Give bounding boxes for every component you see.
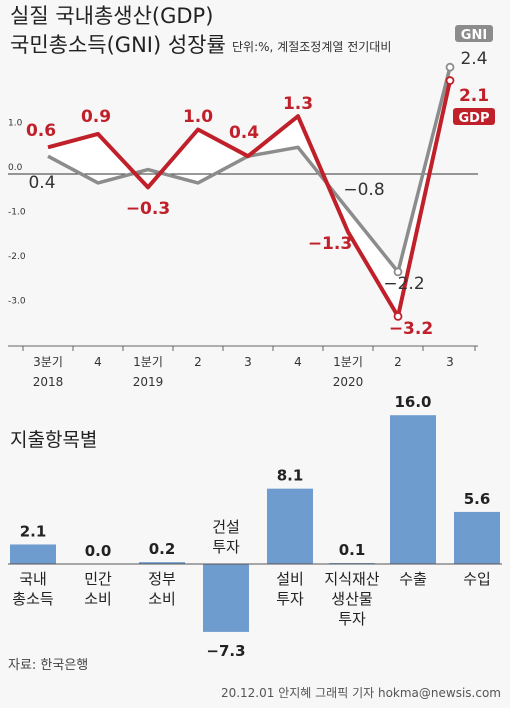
bar-category-label: 소비 [148,590,176,608]
bar [390,415,436,564]
y-tick-label: -1.0 [8,208,26,218]
bar-value-label: 16.0 [394,393,431,411]
bar-category-label: 설비 [276,570,304,588]
gdp-value-label: 1.3 [283,94,313,114]
gni-value-label: 0.4 [28,173,55,193]
bar-chart: 2.1국내총소득0.0민간소비0.2정부소비−7.3건설투자8.1설비투자0.1… [8,393,502,660]
bar [139,562,185,564]
bar-category-label: 정부 [148,570,176,588]
gni-point [445,62,455,72]
x-tick-label: 1분기 [333,355,363,369]
gdp-value-label: −1.3 [308,234,352,254]
x-tick-label: 3분기 [33,355,63,369]
gni-value-label: 2.4 [460,49,487,69]
gni-tag [455,25,493,42]
gdp-line [47,80,452,319]
gdp-value-label: −0.3 [126,199,170,219]
x-tick-label: 4 [94,355,102,369]
bar-category-label: 생산물 [331,590,372,608]
unit-note: 단위:%, 계절조정계열 전기대비 [232,40,391,54]
bar-value-label: −7.3 [206,642,245,660]
bar-category-label: 국내 [19,570,47,588]
bar [267,488,313,564]
year-label: 2018 [33,375,64,389]
gdp-value-label: 2.1 [459,86,489,106]
bar-category-label: 총소득 [12,590,54,608]
gdp-value-label: 0.6 [26,121,56,141]
x-tick-label: 3 [244,355,252,369]
bar-value-label: 5.6 [464,490,491,508]
bar-value-label: 0.2 [149,540,176,558]
bar-section-title: 지출항목별 [10,429,97,451]
bar [10,544,56,564]
line-chart: 1.0 0.0 -1.0 -2.0 -3.0 3분기 4 1분기 2 3 4 1분기 2 3 2018 201… [8,25,495,389]
bar-category-label: 수출 [399,570,427,588]
y-tick-label: 0.0 [8,163,23,173]
title-line1: 실질 국내총생산(GDP) [10,4,213,28]
title-line2: 국민총소득(GNI) 성장률 [10,33,226,57]
gdp-value-label: 1.0 [183,107,213,127]
x-tick-label: 2 [394,355,402,369]
bar-category-label: 수입 [463,570,491,588]
x-tick-label: 1분기 [133,355,163,369]
y-tick-label: 1.0 [8,119,23,129]
bar-category-label: 투자 [212,538,240,556]
bar-category-label: 건설 [212,518,240,536]
credit-note: 20.12.01 안지혜 그래픽 기자 hokma@newsis.com [221,686,501,700]
bar-category-label: 민간 [84,570,112,588]
x-tick-label: 2 [194,355,202,369]
source-note: 자료: 한국은행 [8,657,88,673]
gdp-value-label: 0.4 [229,123,259,143]
gni-value-label: −0.8 [343,180,384,200]
bar-category-label: 투자 [338,610,366,628]
bar [454,511,500,564]
bar-value-label: 8.1 [277,467,304,485]
bar-value-label: 0.1 [339,541,366,559]
year-label: 2020 [333,375,364,389]
gdp-point [393,311,403,321]
y-tick-label: -3.0 [8,297,26,307]
gdp-tag-label: GDP [459,111,490,126]
bar-category-label: 투자 [276,590,304,608]
bar-category-label: 소비 [84,590,112,608]
y-tick-label: -2.0 [8,252,26,262]
gni-tag-label: GNI [461,28,487,43]
bar-value-label: 0.0 [85,542,112,560]
year-label: 2019 [133,375,164,389]
gdp-value-label: 0.9 [81,107,111,127]
x-tick-label: 3 [446,355,454,369]
gdp-value-label: −3.2 [389,319,433,339]
bar-value-label: 2.1 [20,522,47,540]
bar-category-label: 지식재산 [324,570,379,588]
x-tick-label: 4 [294,355,302,369]
gni-value-label: −2.2 [383,274,424,294]
bar [203,564,249,632]
gdp-point [445,76,455,85]
gni-point [393,267,403,277]
gdp-tag [453,108,495,125]
